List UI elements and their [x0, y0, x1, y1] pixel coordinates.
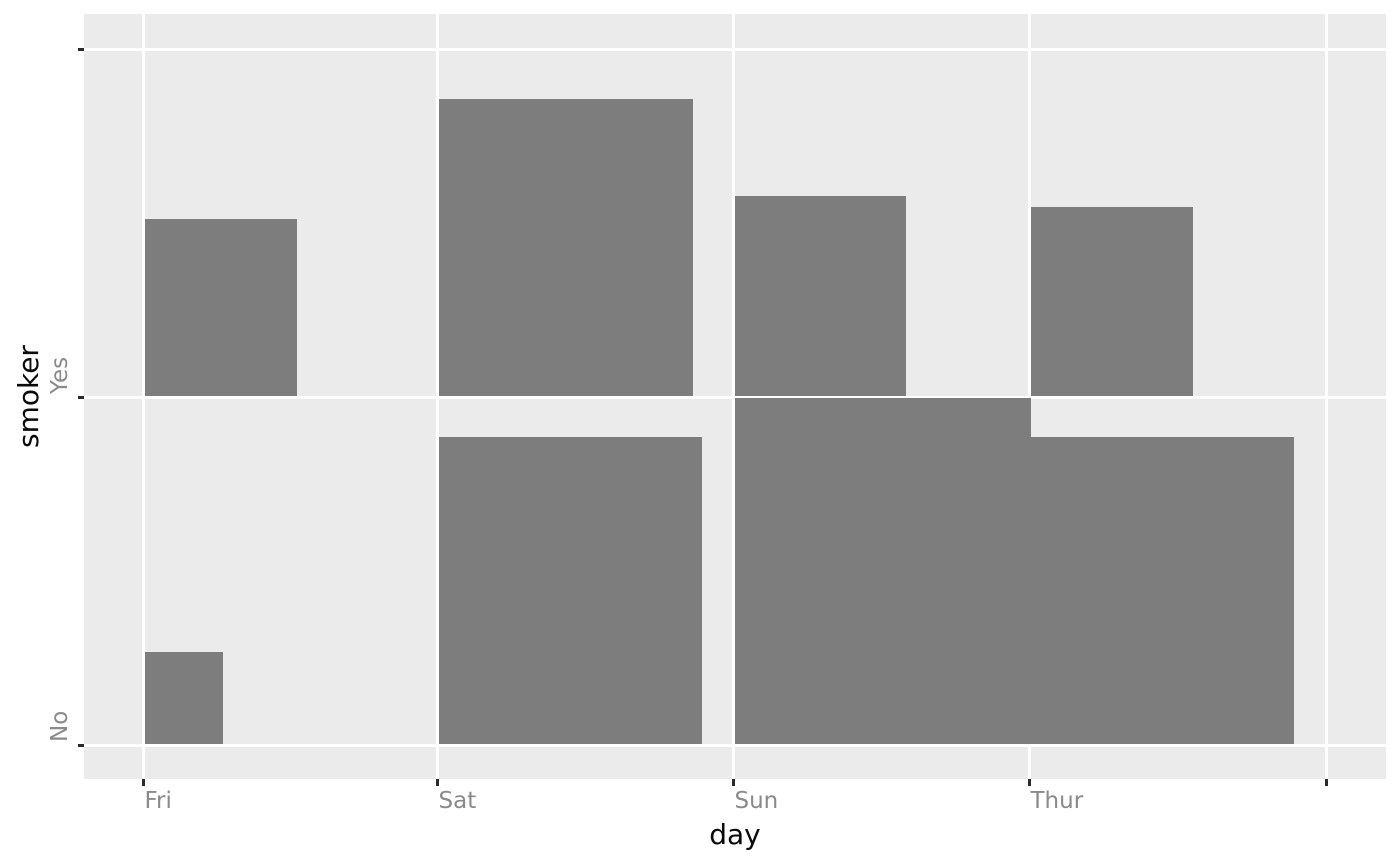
major-gridline-horizontal-2 [84, 47, 1386, 51]
x-tick-label-sat: Sat [438, 788, 477, 814]
mosaic-tile-thur-yes [1031, 207, 1193, 396]
y-axis-title: smoker [12, 344, 45, 448]
major-gridline-horizontal-0 [84, 744, 1386, 747]
x-axis-tick-2 [732, 779, 735, 786]
mosaic-tile-sat-no [439, 436, 702, 744]
mosaic-tile-sat-yes [439, 99, 694, 396]
mosaic-tile-sun-yes [735, 196, 906, 396]
x-axis-tick-3 [1028, 779, 1031, 786]
y-axis-tick-2 [77, 47, 84, 51]
y-tick-label-no: No [47, 710, 73, 742]
x-axis-title: day [709, 818, 761, 851]
x-tick-label-sun: Sun [734, 788, 779, 814]
y-axis-tick-0 [77, 744, 84, 747]
x-axis-tick-4 [1324, 779, 1328, 786]
x-tick-label-thur: Thur [1030, 788, 1084, 814]
y-axis-tick-1 [77, 396, 84, 399]
mosaic-tile-fri-no [145, 652, 224, 744]
x-tick-label-fri: Fri [144, 788, 172, 814]
major-gridline-horizontal-1 [84, 396, 1386, 399]
mosaic-tile-fri-yes [145, 218, 297, 396]
y-tick-label-yes: Yes [47, 356, 73, 394]
x-axis-tick-0 [142, 779, 145, 786]
x-axis-tick-1 [436, 779, 439, 786]
mosaic-tile-sun-no [735, 398, 1031, 744]
mosaic-tile-thur-no [1031, 436, 1294, 744]
